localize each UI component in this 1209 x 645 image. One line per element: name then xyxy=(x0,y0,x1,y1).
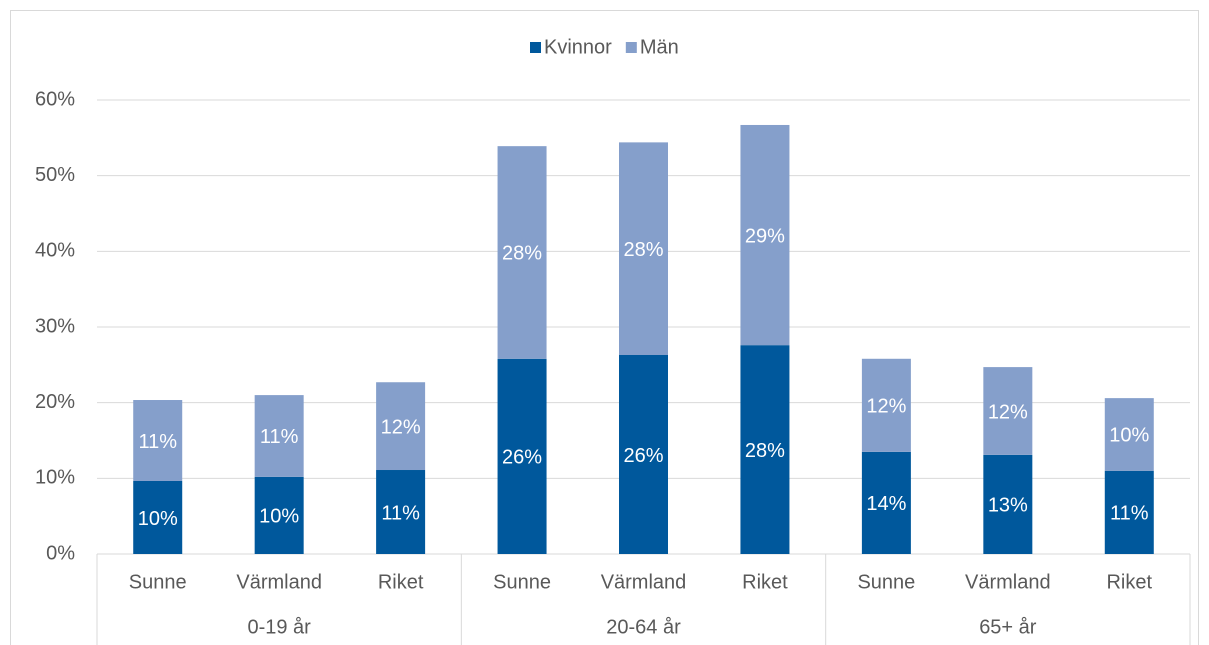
data-label: 12% xyxy=(988,401,1028,423)
data-label: 12% xyxy=(381,416,421,438)
y-tick-label: 30% xyxy=(35,315,75,337)
bar-segment xyxy=(133,480,183,554)
x-tick-label: Värmland xyxy=(236,571,322,593)
bar-segment xyxy=(254,476,304,554)
bar-segment xyxy=(861,358,911,452)
bar-segment xyxy=(1104,470,1154,554)
bar-segment xyxy=(133,400,183,481)
data-label: 13% xyxy=(988,495,1028,517)
bar-segment xyxy=(497,146,547,359)
bar-segment xyxy=(983,367,1033,455)
data-label: 10% xyxy=(259,506,299,528)
bar-segment xyxy=(740,124,790,346)
data-label: 28% xyxy=(502,243,542,265)
bar-segment xyxy=(861,451,911,554)
bar-segment xyxy=(1104,398,1154,471)
y-tick-label: 40% xyxy=(35,240,75,262)
data-label: 11% xyxy=(381,502,420,524)
bar-segment xyxy=(254,395,304,477)
bar-segment xyxy=(376,470,426,554)
bar-segment xyxy=(376,382,426,471)
data-label: 26% xyxy=(623,445,663,467)
y-tick-label: 0% xyxy=(46,542,75,564)
data-label: 11% xyxy=(1110,503,1149,525)
group-label: 20-64 år xyxy=(606,616,681,638)
data-label: 11% xyxy=(260,426,299,448)
data-label: 28% xyxy=(623,239,663,261)
bar-segment xyxy=(619,142,668,355)
x-tick-label: Riket xyxy=(742,571,788,593)
x-tick-label: Värmland xyxy=(965,571,1051,593)
legend-label: Män xyxy=(640,36,679,58)
data-label: 14% xyxy=(866,493,906,515)
data-label: 29% xyxy=(745,225,785,247)
x-tick-label: Sunne xyxy=(493,571,551,593)
x-tick-label: Riket xyxy=(1106,571,1152,593)
x-tick-label: Värmland xyxy=(601,571,687,593)
data-label: 12% xyxy=(866,396,906,418)
x-tick-label: Sunne xyxy=(857,571,915,593)
y-tick-label: 50% xyxy=(35,164,75,186)
x-tick-label: Sunne xyxy=(129,571,187,593)
bar-segment xyxy=(497,358,547,554)
chart-border xyxy=(10,10,1199,645)
x-tick-label: Riket xyxy=(378,571,424,593)
legend-swatch xyxy=(625,42,637,53)
data-label: 10% xyxy=(1109,425,1149,447)
y-tick-label: 20% xyxy=(35,391,75,413)
bar-segment xyxy=(740,345,790,554)
y-tick-label: 10% xyxy=(35,467,75,489)
data-label: 26% xyxy=(502,447,542,469)
y-tick-label: 60% xyxy=(35,88,75,110)
bar-segment xyxy=(619,354,668,554)
group-label: 0-19 år xyxy=(247,616,311,638)
bar-segment xyxy=(983,454,1033,554)
legend-label: Kvinnor xyxy=(544,36,612,58)
legend-swatch xyxy=(530,42,541,53)
data-label: 10% xyxy=(138,508,178,530)
data-label: 11% xyxy=(138,431,177,453)
group-label: 65+ år xyxy=(979,616,1037,638)
data-label: 28% xyxy=(745,440,785,462)
